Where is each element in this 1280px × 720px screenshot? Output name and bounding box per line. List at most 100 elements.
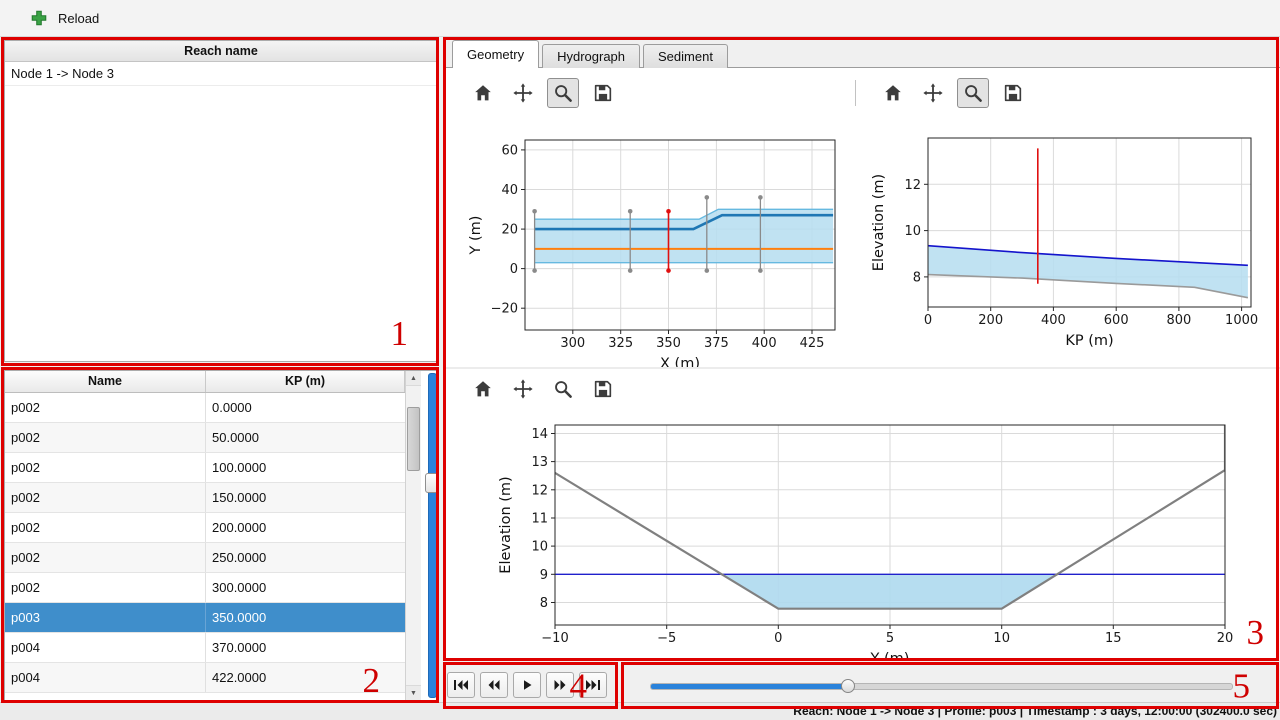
svg-text:350: 350: [656, 336, 681, 351]
time-slider-handle[interactable]: [841, 679, 856, 693]
cell-kp: 50.0000: [212, 430, 259, 445]
column-header-name[interactable]: Name: [5, 371, 206, 392]
scroll-down-button[interactable]: ▼: [406, 685, 421, 700]
cell-name: p002: [5, 573, 206, 602]
cell-kp: 300.0000: [212, 580, 267, 595]
reload-button[interactable]: Reload: [24, 5, 105, 31]
play-icon: [524, 680, 532, 690]
table-row[interactable]: p002 250.0000: [5, 543, 405, 573]
table-row[interactable]: p002 100.0000: [5, 453, 405, 483]
plan-view-chart[interactable]: 300 325 350 375 400 425 −20 0 20 40 60 X (m) Y (m): [455, 120, 845, 367]
play-button[interactable]: [513, 672, 541, 698]
cell-name: p002: [5, 483, 206, 512]
cell-kp: 370.0000: [212, 640, 267, 655]
svg-text:425: 425: [800, 336, 825, 351]
pan-tool-button[interactable]: [507, 78, 539, 108]
svg-text:60: 60: [501, 143, 518, 158]
table-row[interactable]: p002 0.0000: [5, 393, 405, 423]
reach-list: Node 1 -> Node 3: [5, 62, 437, 86]
svg-text:13: 13: [531, 455, 548, 470]
column-header-kp[interactable]: KP (m): [206, 371, 405, 392]
pan-icon: [513, 379, 533, 399]
tab-sediment[interactable]: Sediment: [643, 44, 728, 68]
pan-icon: [923, 83, 943, 103]
svg-text:5: 5: [886, 631, 894, 646]
table-row[interactable]: p004 422.0000: [5, 663, 405, 693]
home-icon: [885, 85, 901, 101]
save-tool-button[interactable]: [587, 374, 619, 404]
time-slider-track[interactable]: [650, 683, 1233, 690]
reach-list-panel: Reach name Node 1 -> Node 3: [4, 40, 438, 362]
reach-list-item[interactable]: Node 1 -> Node 3: [5, 62, 437, 86]
geometry-pane: 300 325 350 375 400 425 −20 0 20 40 60 X (m) Y (m) 0…: [443, 67, 1280, 660]
cross-section-chart[interactable]: −10 −5 0 5 10 15 20 8 9 10 11 12 13 14 Y (m) Elevation …: [450, 408, 1250, 660]
cell-name: p002: [5, 423, 206, 452]
svg-text:200: 200: [978, 313, 1003, 328]
scroll-up-button[interactable]: ▲: [406, 371, 421, 386]
panel-vertical-slider[interactable]: [425, 373, 439, 698]
cell-name: p002: [5, 543, 206, 572]
profile-table-header: Name KP (m): [5, 371, 421, 393]
svg-text:400: 400: [1041, 313, 1066, 328]
rewind-button[interactable]: [480, 672, 508, 698]
longitudinal-profile-chart[interactable]: 0 200 400 600 800 1000 8 10 12 KP (m) Elevation (m…: [863, 120, 1263, 367]
table-row[interactable]: p002 150.0000: [5, 483, 405, 513]
zoom-tool-button[interactable]: [957, 78, 989, 108]
zoom-tool-button[interactable]: [547, 374, 579, 404]
table-row[interactable]: p002 300.0000: [5, 573, 405, 603]
fast-forward-button[interactable]: [546, 672, 574, 698]
svg-text:800: 800: [1166, 313, 1191, 328]
svg-text:10: 10: [993, 631, 1010, 646]
zoom-icon: [555, 85, 572, 102]
cell-kp: 350.0000: [212, 610, 267, 625]
table-row[interactable]: p004 370.0000: [5, 633, 405, 663]
profile-table-panel: Name KP (m) p002 0.0000 p002 50.0000 p002 100.…: [4, 370, 439, 701]
cell-kp: 422.0000: [212, 670, 267, 685]
home-tool-button[interactable]: [467, 78, 499, 108]
svg-text:Elevation (m): Elevation (m): [871, 174, 887, 271]
table-scrollbar[interactable]: ▲ ▼: [405, 371, 421, 700]
svg-text:Elevation (m): Elevation (m): [498, 476, 514, 573]
svg-text:10: 10: [904, 224, 921, 239]
home-tool-button[interactable]: [467, 374, 499, 404]
table-row[interactable]: p002 200.0000: [5, 513, 405, 543]
svg-text:Y (m): Y (m): [870, 651, 910, 660]
svg-text:325: 325: [608, 336, 633, 351]
svg-text:KP (m): KP (m): [1065, 333, 1113, 349]
svg-text:Y (m): Y (m): [468, 216, 484, 256]
vertical-slider-handle[interactable]: [425, 473, 439, 493]
table-row[interactable]: p002 50.0000: [5, 423, 405, 453]
svg-text:1000: 1000: [1225, 313, 1258, 328]
save-icon: [594, 380, 612, 398]
tab-hydrograph[interactable]: Hydrograph: [542, 44, 641, 68]
horizontal-splitter[interactable]: [443, 367, 1280, 369]
cell-kp: 150.0000: [212, 490, 267, 505]
svg-text:−20: −20: [491, 302, 518, 317]
svg-text:12: 12: [531, 483, 548, 498]
rewind-icon: [488, 680, 500, 690]
pan-tool-button[interactable]: [917, 78, 949, 108]
home-tool-button[interactable]: [877, 78, 909, 108]
svg-text:8: 8: [540, 596, 548, 611]
svg-text:12: 12: [904, 178, 921, 193]
scrollbar-thumb[interactable]: [407, 407, 420, 471]
save-icon: [1004, 84, 1022, 102]
time-slider-fill: [651, 684, 849, 689]
table-row[interactable]: p003 350.0000: [5, 603, 405, 633]
cell-kp: 250.0000: [212, 550, 267, 565]
zoom-tool-button[interactable]: [547, 78, 579, 108]
tab-geometry[interactable]: Geometry: [452, 40, 540, 68]
skip-to-start-icon: [454, 680, 468, 690]
svg-text:0: 0: [510, 262, 518, 277]
cell-kp: 100.0000: [212, 460, 267, 475]
save-tool-button[interactable]: [587, 78, 619, 108]
skip-to-start-button[interactable]: [447, 672, 475, 698]
save-tool-button[interactable]: [997, 78, 1029, 108]
cell-kp: 200.0000: [212, 520, 267, 535]
reach-list-header: Reach name: [5, 41, 437, 62]
cross-section-toolbar: [467, 374, 619, 404]
svg-text:10: 10: [531, 540, 548, 555]
pan-tool-button[interactable]: [507, 374, 539, 404]
time-slider[interactable]: [650, 679, 1233, 693]
skip-to-end-button[interactable]: [579, 672, 607, 698]
